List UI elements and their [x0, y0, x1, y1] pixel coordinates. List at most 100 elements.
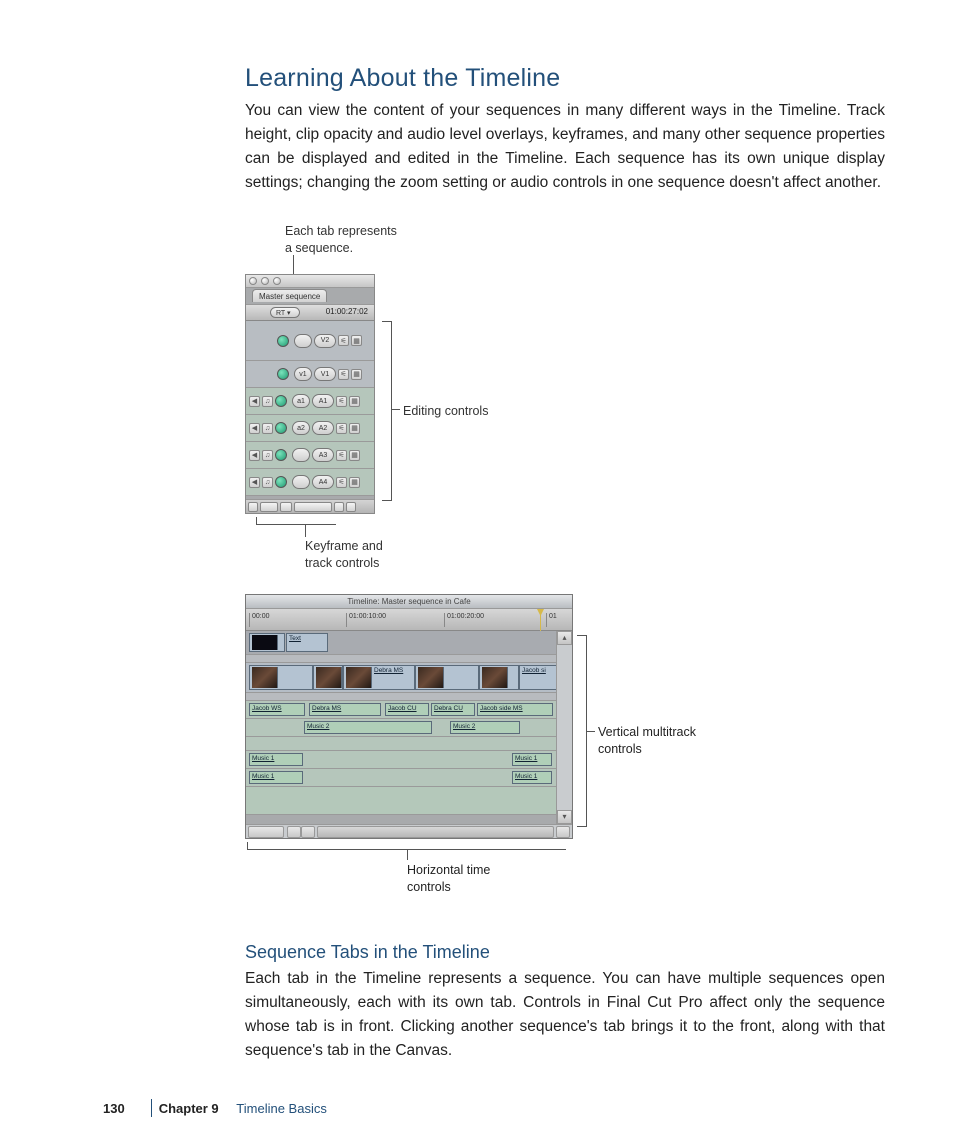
- dest-patch[interactable]: V1: [314, 367, 336, 381]
- scroll-arrow-icon[interactable]: [346, 502, 356, 512]
- timecode-display: 01:00:27:02: [326, 307, 368, 316]
- scroll-track[interactable]: [317, 826, 554, 838]
- scroll-left-icon[interactable]: [301, 826, 315, 838]
- source-patch[interactable]: v1: [294, 367, 312, 381]
- clip[interactable]: [249, 633, 285, 652]
- clip-label: Music 1: [252, 755, 274, 762]
- clip-thumbnail: [418, 667, 444, 688]
- heading-1: Learning About the Timeline: [245, 64, 885, 93]
- rt-popup[interactable]: RT ▾: [270, 307, 300, 318]
- clip[interactable]: Debra MS: [309, 703, 381, 716]
- autoselect-icon[interactable]: ▦: [351, 335, 362, 346]
- autoselect-icon[interactable]: ▦: [349, 423, 360, 434]
- clip[interactable]: Text: [286, 633, 328, 652]
- lock-icon[interactable]: ⚟: [338, 335, 349, 346]
- enable-indicator[interactable]: [275, 422, 287, 434]
- timeline-track: Music 1 Music 1: [246, 751, 556, 769]
- autoselect-icon[interactable]: ▦: [351, 369, 362, 380]
- enable-indicator[interactable]: [275, 395, 287, 407]
- dest-patch[interactable]: V2: [314, 334, 336, 348]
- solo-icon[interactable]: ♫: [262, 477, 273, 488]
- clip-thumbnail: [346, 667, 372, 688]
- mute-icon[interactable]: ◀: [249, 423, 260, 434]
- heading-2: Sequence Tabs in the Timeline: [245, 942, 885, 963]
- timeline-track: JaDebra MS Jacob si: [246, 663, 556, 693]
- clip-label: Debra CU: [434, 705, 463, 712]
- enable-indicator[interactable]: [275, 449, 287, 461]
- footer-divider: [151, 1099, 152, 1117]
- autoselect-icon[interactable]: ▦: [349, 450, 360, 461]
- track-header-row: ◀♫ a1A1⚟▦: [246, 388, 374, 415]
- lock-icon[interactable]: ⚟: [336, 477, 347, 488]
- autoselect-icon[interactable]: ▦: [349, 396, 360, 407]
- clip[interactable]: Music 2: [304, 721, 432, 734]
- lock-icon[interactable]: ⚟: [336, 450, 347, 461]
- zoom-slider[interactable]: [248, 826, 284, 838]
- clip[interactable]: Ja: [313, 665, 343, 690]
- clip[interactable]: Music 1: [512, 771, 552, 784]
- enable-indicator[interactable]: [277, 368, 289, 380]
- lock-icon[interactable]: ⚟: [336, 423, 347, 434]
- page-number: 130: [103, 1101, 125, 1116]
- source-patch[interactable]: [292, 475, 310, 489]
- clip[interactable]: [249, 665, 313, 690]
- timeline-track: [246, 737, 556, 751]
- lock-icon[interactable]: ⚟: [336, 396, 347, 407]
- timeline-body: TextJaDebra MSJacob siJacob WSDebra MSJa…: [246, 631, 556, 824]
- clip[interactable]: Music 2: [450, 721, 520, 734]
- zoom-control[interactable]: [294, 502, 332, 512]
- source-patch[interactable]: a2: [292, 421, 310, 435]
- clip-label: Music 1: [515, 755, 537, 762]
- source-patch[interactable]: [294, 334, 312, 348]
- timeline-panel: Timeline: Master sequence in Cafe 00:000…: [245, 594, 573, 839]
- lock-icon[interactable]: ⚟: [338, 369, 349, 380]
- mute-icon[interactable]: ◀: [249, 396, 260, 407]
- ruler-tick: 01:00:20:00: [444, 613, 484, 627]
- source-patch[interactable]: [292, 448, 310, 462]
- time-ruler[interactable]: 00:0001:00:10:0001:00:20:0001: [246, 609, 572, 631]
- clip[interactable]: Jacob si: [519, 665, 556, 690]
- clip[interactable]: Jacob CU: [385, 703, 429, 716]
- solo-icon[interactable]: ♫: [262, 423, 273, 434]
- mute-icon[interactable]: ◀: [249, 450, 260, 461]
- dest-patch[interactable]: A3: [312, 448, 334, 462]
- solo-icon[interactable]: ♫: [262, 450, 273, 461]
- enable-indicator[interactable]: [277, 335, 289, 347]
- clip[interactable]: Music 1: [249, 771, 303, 784]
- clip[interactable]: Music 1: [249, 753, 303, 766]
- timeline-track: Text: [246, 631, 556, 655]
- clip[interactable]: Music 1: [512, 753, 552, 766]
- bracket-vertical: [577, 635, 587, 827]
- autoselect-icon[interactable]: ▦: [349, 477, 360, 488]
- clip[interactable]: Debra MS: [343, 665, 415, 690]
- dest-patch[interactable]: A1: [312, 394, 334, 408]
- scroll-right-icon[interactable]: [556, 826, 570, 838]
- body-para-1: You can view the content of your sequenc…: [245, 99, 885, 195]
- mute-icon[interactable]: ◀: [249, 477, 260, 488]
- sequence-tab[interactable]: Master sequence: [252, 289, 327, 302]
- enable-indicator[interactable]: [275, 476, 287, 488]
- clip[interactable]: Debra CU: [431, 703, 475, 716]
- toggle-button[interactable]: [248, 502, 258, 512]
- solo-icon[interactable]: ♫: [262, 396, 273, 407]
- traffic-light-icon: [249, 277, 257, 285]
- scroll-arrow-icon[interactable]: [334, 502, 344, 512]
- dest-patch[interactable]: A2: [312, 421, 334, 435]
- source-patch[interactable]: a1: [292, 394, 310, 408]
- scroll-down-icon[interactable]: ▾: [557, 810, 572, 824]
- scroll-left-icon[interactable]: [287, 826, 301, 838]
- track-header-row: ◀♫ A3⚟▦: [246, 442, 374, 469]
- playhead[interactable]: [540, 609, 541, 631]
- vertical-scrollbar[interactable]: ▴ ▾: [556, 631, 572, 824]
- clip-label: Music 2: [453, 723, 475, 730]
- clip[interactable]: [415, 665, 479, 690]
- clip[interactable]: Jacob WS: [249, 703, 305, 716]
- scroll-up-icon[interactable]: ▴: [557, 631, 572, 645]
- keyframe-button[interactable]: [280, 502, 292, 512]
- clip[interactable]: Jacob side MS: [477, 703, 553, 716]
- clip[interactable]: [479, 665, 519, 690]
- horizontal-scrollbar[interactable]: [246, 824, 572, 838]
- timeline-track: Jacob WS Debra MS Jacob CU Debra CU Jacob si…: [246, 701, 556, 719]
- dest-patch[interactable]: A4: [312, 475, 334, 489]
- track-height-button[interactable]: [260, 502, 278, 512]
